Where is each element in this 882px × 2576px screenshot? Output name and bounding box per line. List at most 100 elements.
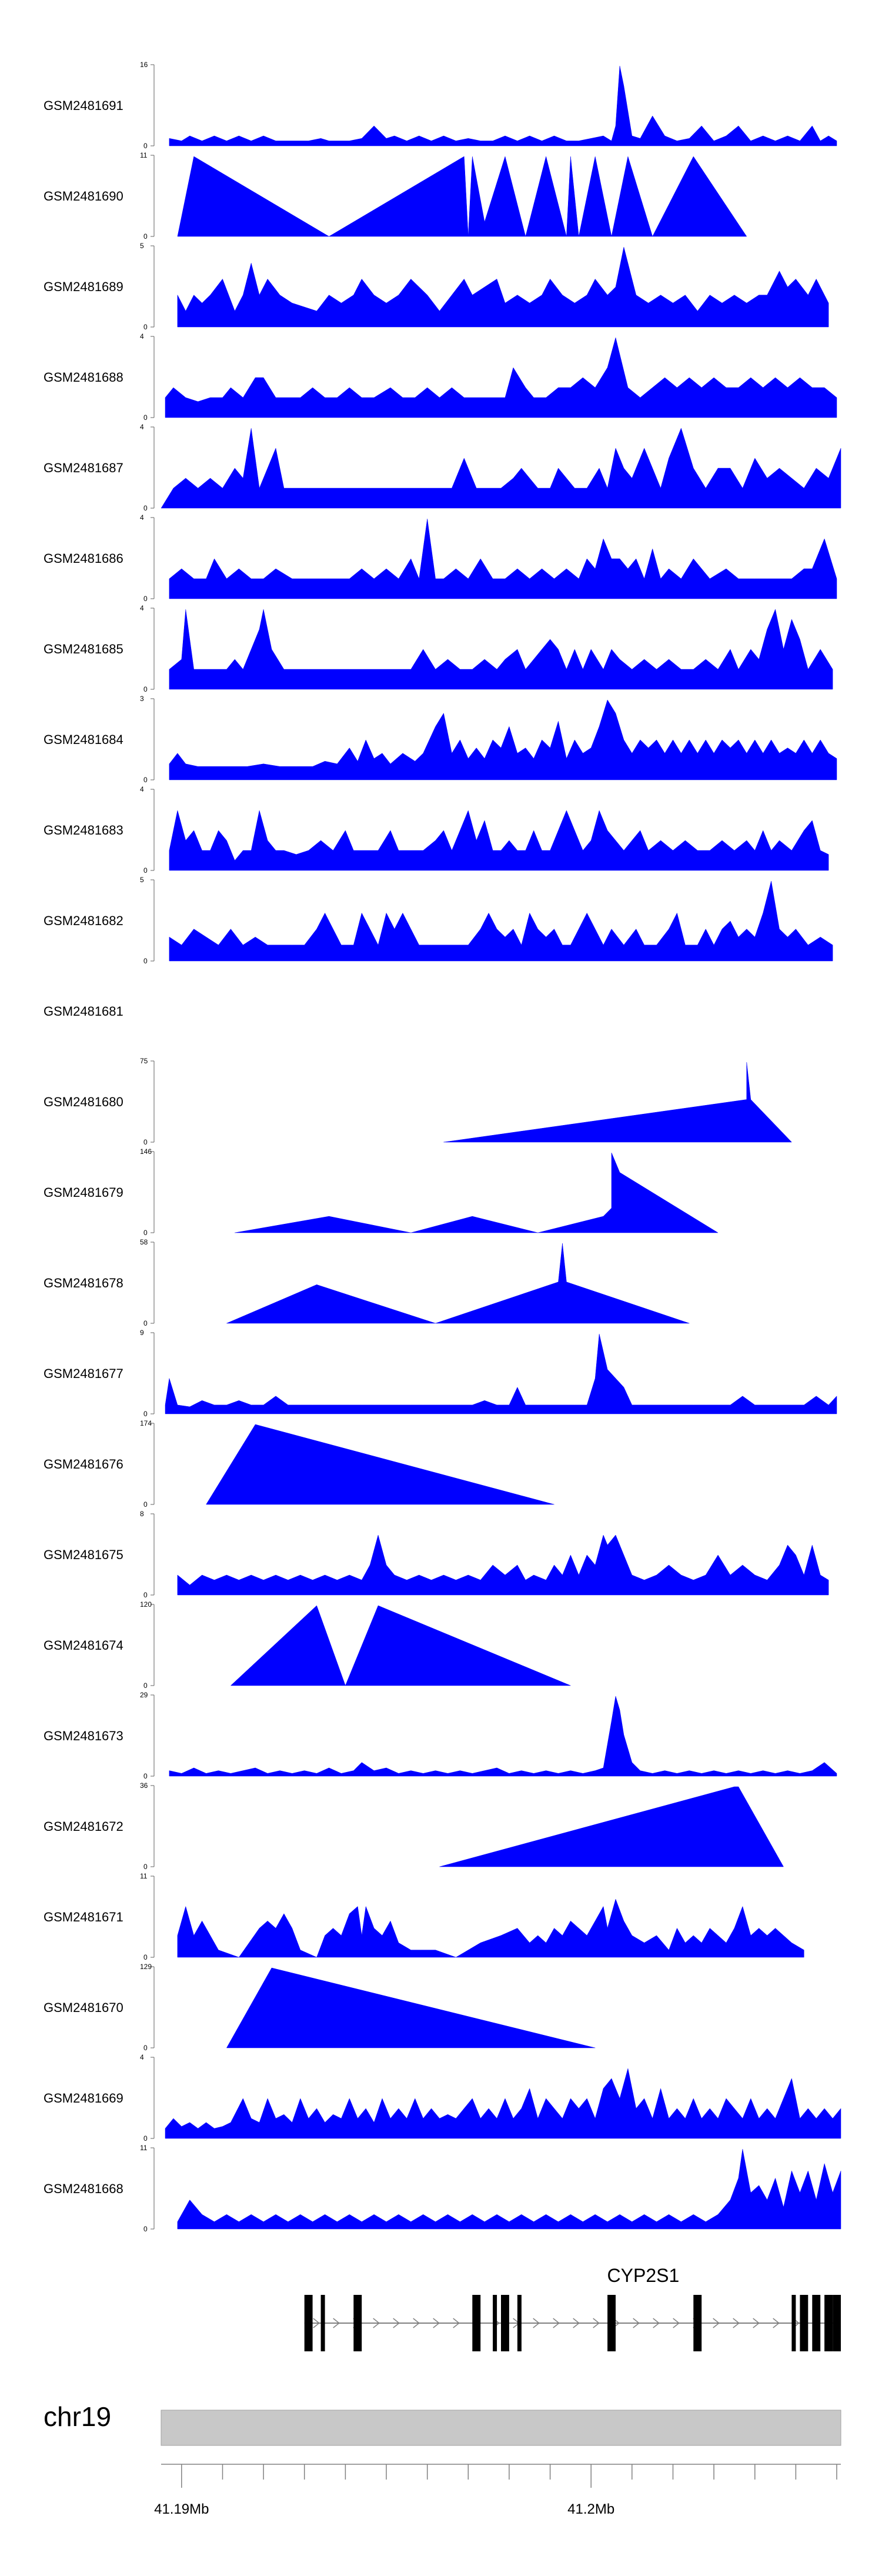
coverage-area bbox=[169, 810, 829, 871]
gene-exon bbox=[812, 2295, 821, 2351]
track-ymin-label: 0 bbox=[143, 232, 148, 241]
strand-arrow bbox=[713, 2318, 720, 2328]
strand-arrow bbox=[413, 2318, 420, 2328]
chromosome-bar bbox=[161, 2410, 841, 2446]
coverage-area bbox=[177, 1534, 829, 1596]
strand-arrow bbox=[453, 2318, 460, 2328]
track-GSM2481691: GSM2481691 16 0 bbox=[44, 61, 837, 150]
coverage-area bbox=[235, 1152, 719, 1233]
track-ymin-label: 0 bbox=[143, 1863, 148, 1871]
coverage-area bbox=[169, 699, 837, 780]
track-ymax-label: 4 bbox=[140, 2053, 144, 2061]
strand-arrow bbox=[733, 2318, 740, 2328]
gene-exon bbox=[607, 2295, 616, 2351]
coverage-area bbox=[226, 1243, 690, 1324]
strand-arrow bbox=[373, 2318, 380, 2328]
track-ymax-label: 16 bbox=[140, 61, 148, 69]
coverage-area bbox=[206, 1424, 554, 1505]
coverage-area bbox=[226, 1967, 596, 2048]
coverage-area bbox=[165, 1333, 837, 1414]
track-ymax-label: 4 bbox=[140, 785, 144, 793]
track-ymax-label: 8 bbox=[140, 1510, 144, 1518]
coverage-area bbox=[161, 428, 841, 509]
gene-exon bbox=[353, 2295, 362, 2351]
genome-axis: 41.19Mb 41.2Mb bbox=[154, 2464, 841, 2517]
track-ymax-label: 5 bbox=[140, 876, 144, 884]
chromosome-label: chr19 bbox=[44, 2401, 111, 2432]
track-GSM2481687: GSM2481687 4 0 bbox=[44, 423, 841, 512]
coverage-area bbox=[169, 1696, 837, 1777]
gene-track: CYP2S1 bbox=[304, 2265, 841, 2351]
gene-exon bbox=[833, 2295, 841, 2351]
gene-exon bbox=[791, 2295, 796, 2351]
gene-exon bbox=[472, 2295, 481, 2351]
track-GSM2481669: GSM2481669 4 0 bbox=[44, 2053, 841, 2143]
track-ymax-label: 5 bbox=[140, 242, 144, 250]
coverage-area bbox=[443, 1062, 792, 1143]
strand-arrow bbox=[553, 2318, 560, 2328]
track-GSM2481673: GSM2481673 29 0 bbox=[44, 1691, 837, 1780]
track-ymin-label: 0 bbox=[143, 1500, 148, 1509]
track-GSM2481675: GSM2481675 8 0 bbox=[44, 1510, 829, 1599]
track-GSM2481680: GSM2481680 75 0 bbox=[44, 1057, 792, 1146]
track-label: GSM2481671 bbox=[44, 1910, 123, 1924]
strand-arrow bbox=[673, 2318, 680, 2328]
track-label: GSM2481673 bbox=[44, 1729, 123, 1743]
track-label: GSM2481670 bbox=[44, 2000, 123, 2015]
track-label: GSM2481676 bbox=[44, 1457, 123, 1471]
track-ymax-label: 4 bbox=[140, 423, 144, 431]
strand-arrow bbox=[433, 2318, 440, 2328]
track-ymin-label: 0 bbox=[143, 142, 148, 150]
gene-exon bbox=[517, 2295, 522, 2351]
track-ymax-label: 9 bbox=[140, 1329, 144, 1337]
track-label: GSM2481672 bbox=[44, 1819, 123, 1834]
track-GSM2481681: GSM2481681 bbox=[44, 1004, 123, 1019]
track-ymin-label: 0 bbox=[143, 1591, 148, 1599]
track-ymin-label: 0 bbox=[143, 866, 148, 875]
coverage-area bbox=[177, 246, 829, 328]
track-GSM2481676: GSM2481676 174 0 bbox=[44, 1419, 554, 1509]
track-ymin-label: 0 bbox=[143, 2044, 148, 2052]
track-GSM2481674: GSM2481674 120 0 bbox=[44, 1600, 571, 1690]
gene-exon bbox=[501, 2295, 509, 2351]
axis-tick-label: 41.19Mb bbox=[154, 2501, 209, 2517]
strand-arrow bbox=[773, 2318, 780, 2328]
track-GSM2481689: GSM2481689 5 0 bbox=[44, 242, 829, 331]
track-ymin-label: 0 bbox=[143, 1953, 148, 1961]
chromosome-ideogram: chr19 bbox=[44, 2401, 841, 2446]
coverage-area bbox=[169, 880, 833, 962]
track-GSM2481671: GSM2481671 11 0 bbox=[44, 1872, 804, 1961]
track-ymin-label: 0 bbox=[143, 1229, 148, 1237]
track-ymin-label: 0 bbox=[143, 776, 148, 784]
track-label: GSM2481686 bbox=[44, 551, 123, 566]
track-label: GSM2481689 bbox=[44, 279, 123, 294]
coverage-area bbox=[169, 65, 837, 146]
track-label: GSM2481678 bbox=[44, 1276, 123, 1290]
track-label: GSM2481681 bbox=[44, 1004, 123, 1019]
gene-exon bbox=[800, 2295, 808, 2351]
track-GSM2481670: GSM2481670 129 0 bbox=[44, 1963, 596, 2052]
track-label: GSM2481682 bbox=[44, 913, 123, 928]
track-ymin-label: 0 bbox=[143, 957, 148, 965]
track-label: GSM2481674 bbox=[44, 1638, 123, 1653]
coverage-area bbox=[165, 337, 837, 418]
track-ymin-label: 0 bbox=[143, 2134, 148, 2143]
track-ymax-label: 58 bbox=[140, 1238, 148, 1246]
strand-arrow bbox=[573, 2318, 580, 2328]
track-ymin-label: 0 bbox=[143, 1772, 148, 1780]
track-ymax-label: 29 bbox=[140, 1691, 148, 1699]
track-ymax-label: 129 bbox=[140, 1963, 152, 1971]
strand-arrow bbox=[753, 2318, 760, 2328]
track-GSM2481682: GSM2481682 5 0 bbox=[44, 876, 833, 965]
strand-arrow bbox=[593, 2318, 600, 2328]
track-ymax-label: 11 bbox=[140, 2144, 148, 2152]
track-label: GSM2481668 bbox=[44, 2181, 123, 2196]
track-ymin-label: 0 bbox=[143, 504, 148, 512]
coverage-area bbox=[165, 2068, 841, 2139]
track-GSM2481684: GSM2481684 3 0 bbox=[44, 695, 837, 784]
track-GSM2481686: GSM2481686 4 0 bbox=[44, 513, 837, 603]
track-GSM2481683: GSM2481683 4 0 bbox=[44, 785, 829, 875]
track-ymax-label: 3 bbox=[140, 695, 144, 703]
coverage-area bbox=[169, 609, 833, 690]
